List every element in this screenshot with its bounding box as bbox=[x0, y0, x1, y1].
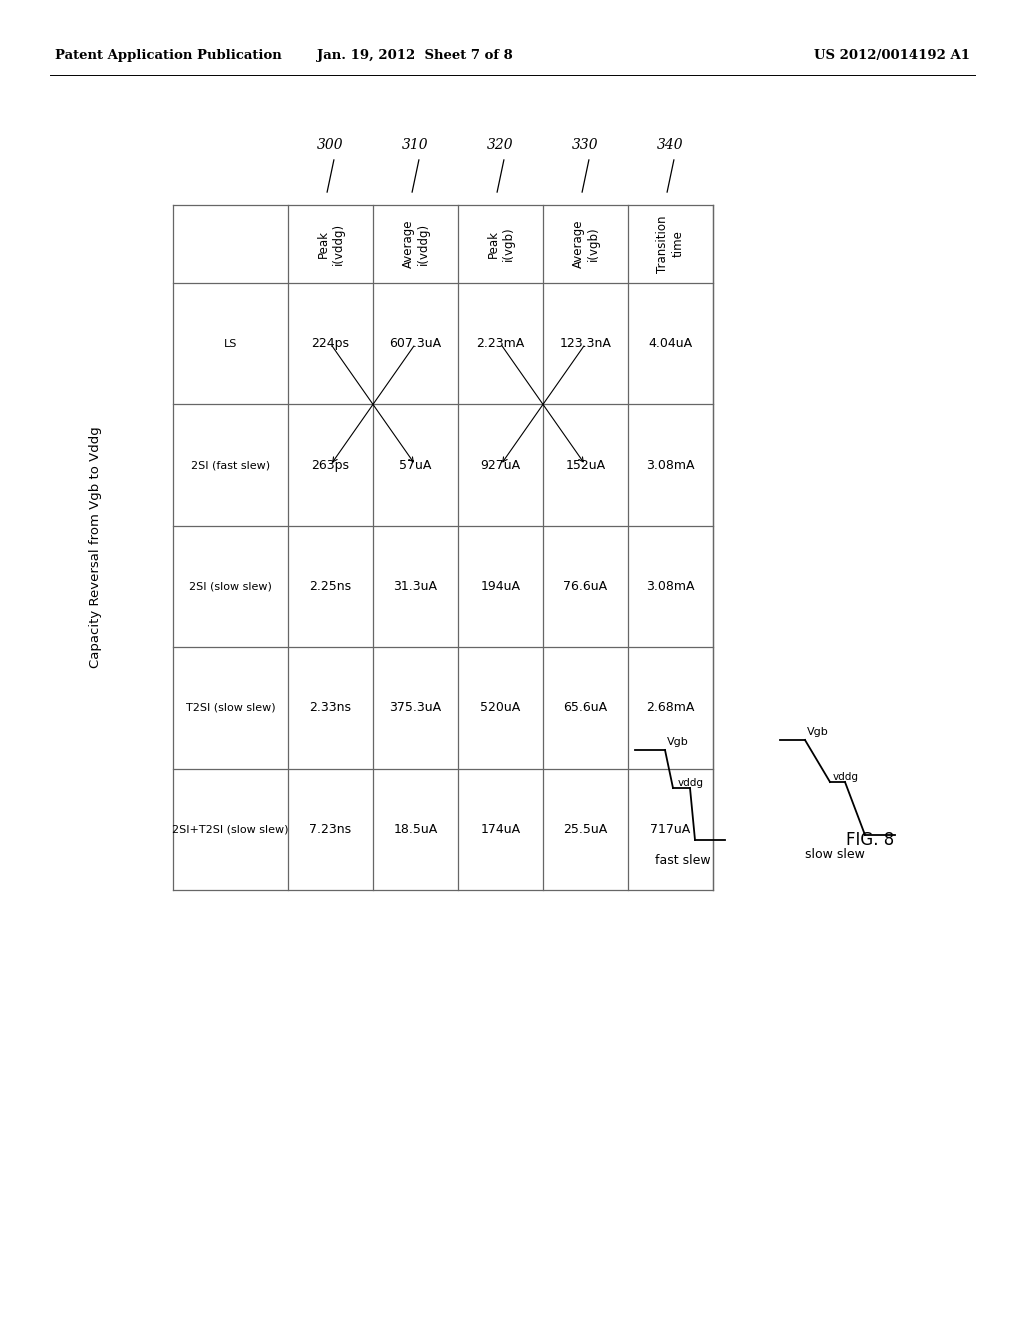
Text: 2.33ns: 2.33ns bbox=[309, 701, 351, 714]
Text: 3.08mA: 3.08mA bbox=[646, 458, 694, 471]
Text: 224ps: 224ps bbox=[311, 337, 349, 350]
Text: Vgb: Vgb bbox=[807, 727, 828, 737]
Text: LS: LS bbox=[224, 339, 238, 348]
Text: 3.08mA: 3.08mA bbox=[646, 579, 694, 593]
Text: 607.3uA: 607.3uA bbox=[389, 337, 441, 350]
Text: 7.23ns: 7.23ns bbox=[309, 822, 351, 836]
Text: 18.5uA: 18.5uA bbox=[393, 822, 437, 836]
Text: 340: 340 bbox=[657, 139, 684, 152]
Text: Average
i(vgb): Average i(vgb) bbox=[571, 219, 599, 268]
Text: 263ps: 263ps bbox=[311, 458, 349, 471]
Text: Jan. 19, 2012  Sheet 7 of 8: Jan. 19, 2012 Sheet 7 of 8 bbox=[317, 49, 513, 62]
Text: 520uA: 520uA bbox=[480, 701, 520, 714]
Text: 310: 310 bbox=[402, 139, 429, 152]
Text: vddg: vddg bbox=[833, 772, 859, 781]
Text: 300: 300 bbox=[317, 139, 344, 152]
Text: 2.25ns: 2.25ns bbox=[309, 579, 351, 593]
Text: 2SI (fast slew): 2SI (fast slew) bbox=[190, 461, 270, 470]
Text: 57uA: 57uA bbox=[399, 458, 432, 471]
Text: 2.68mA: 2.68mA bbox=[646, 701, 694, 714]
Text: 152uA: 152uA bbox=[565, 458, 605, 471]
Text: Peak
i(vddg): Peak i(vddg) bbox=[316, 223, 344, 265]
Text: Peak
i(vgb): Peak i(vgb) bbox=[486, 227, 514, 261]
Text: 76.6uA: 76.6uA bbox=[563, 579, 607, 593]
Text: 927uA: 927uA bbox=[480, 458, 520, 471]
Text: 174uA: 174uA bbox=[480, 822, 520, 836]
Text: 4.04uA: 4.04uA bbox=[648, 337, 692, 350]
Text: 2.23mA: 2.23mA bbox=[476, 337, 524, 350]
Text: 2SI+T2SI (slow slew): 2SI+T2SI (slow slew) bbox=[172, 824, 289, 834]
Text: 65.6uA: 65.6uA bbox=[563, 701, 607, 714]
Text: 717uA: 717uA bbox=[650, 822, 690, 836]
Text: vddg: vddg bbox=[678, 777, 705, 788]
Text: US 2012/0014192 A1: US 2012/0014192 A1 bbox=[814, 49, 970, 62]
Text: 375.3uA: 375.3uA bbox=[389, 701, 441, 714]
Text: 320: 320 bbox=[487, 139, 514, 152]
Text: 123.3nA: 123.3nA bbox=[559, 337, 611, 350]
Text: 25.5uA: 25.5uA bbox=[563, 822, 607, 836]
Text: 194uA: 194uA bbox=[480, 579, 520, 593]
Text: slow slew: slow slew bbox=[805, 849, 865, 862]
Text: 330: 330 bbox=[572, 139, 599, 152]
Text: Average
i(vddg): Average i(vddg) bbox=[401, 219, 429, 268]
Text: Capacity Reversal from Vgb to Vddg: Capacity Reversal from Vgb to Vddg bbox=[88, 426, 101, 668]
Text: 2SI (slow slew): 2SI (slow slew) bbox=[189, 582, 272, 591]
Text: 31.3uA: 31.3uA bbox=[393, 579, 437, 593]
Text: fast slew: fast slew bbox=[655, 854, 711, 866]
Text: T2SI (slow slew): T2SI (slow slew) bbox=[185, 704, 275, 713]
Text: FIG. 8: FIG. 8 bbox=[846, 832, 894, 849]
Text: Patent Application Publication: Patent Application Publication bbox=[55, 49, 282, 62]
Text: Transition
time: Transition time bbox=[656, 215, 684, 273]
Text: Vgb: Vgb bbox=[667, 737, 689, 747]
